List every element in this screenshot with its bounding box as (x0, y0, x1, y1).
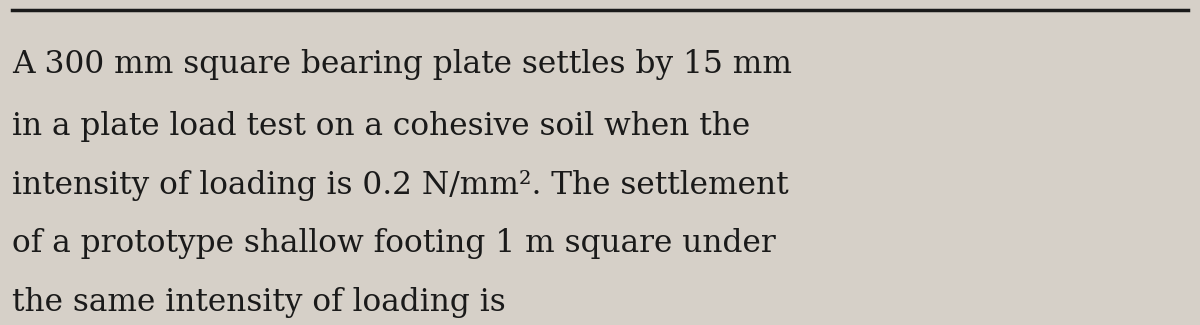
Text: intensity of loading is 0.2 N/mm². The settlement: intensity of loading is 0.2 N/mm². The s… (12, 170, 788, 201)
Text: of a prototype shallow footing 1 m square under: of a prototype shallow footing 1 m squar… (12, 228, 775, 259)
Text: A 300 mm square bearing plate settles by 15 mm: A 300 mm square bearing plate settles by… (12, 49, 792, 81)
Text: the same intensity of loading is: the same intensity of loading is (12, 287, 505, 318)
Text: in a plate load test on a cohesive soil when the: in a plate load test on a cohesive soil … (12, 111, 750, 142)
